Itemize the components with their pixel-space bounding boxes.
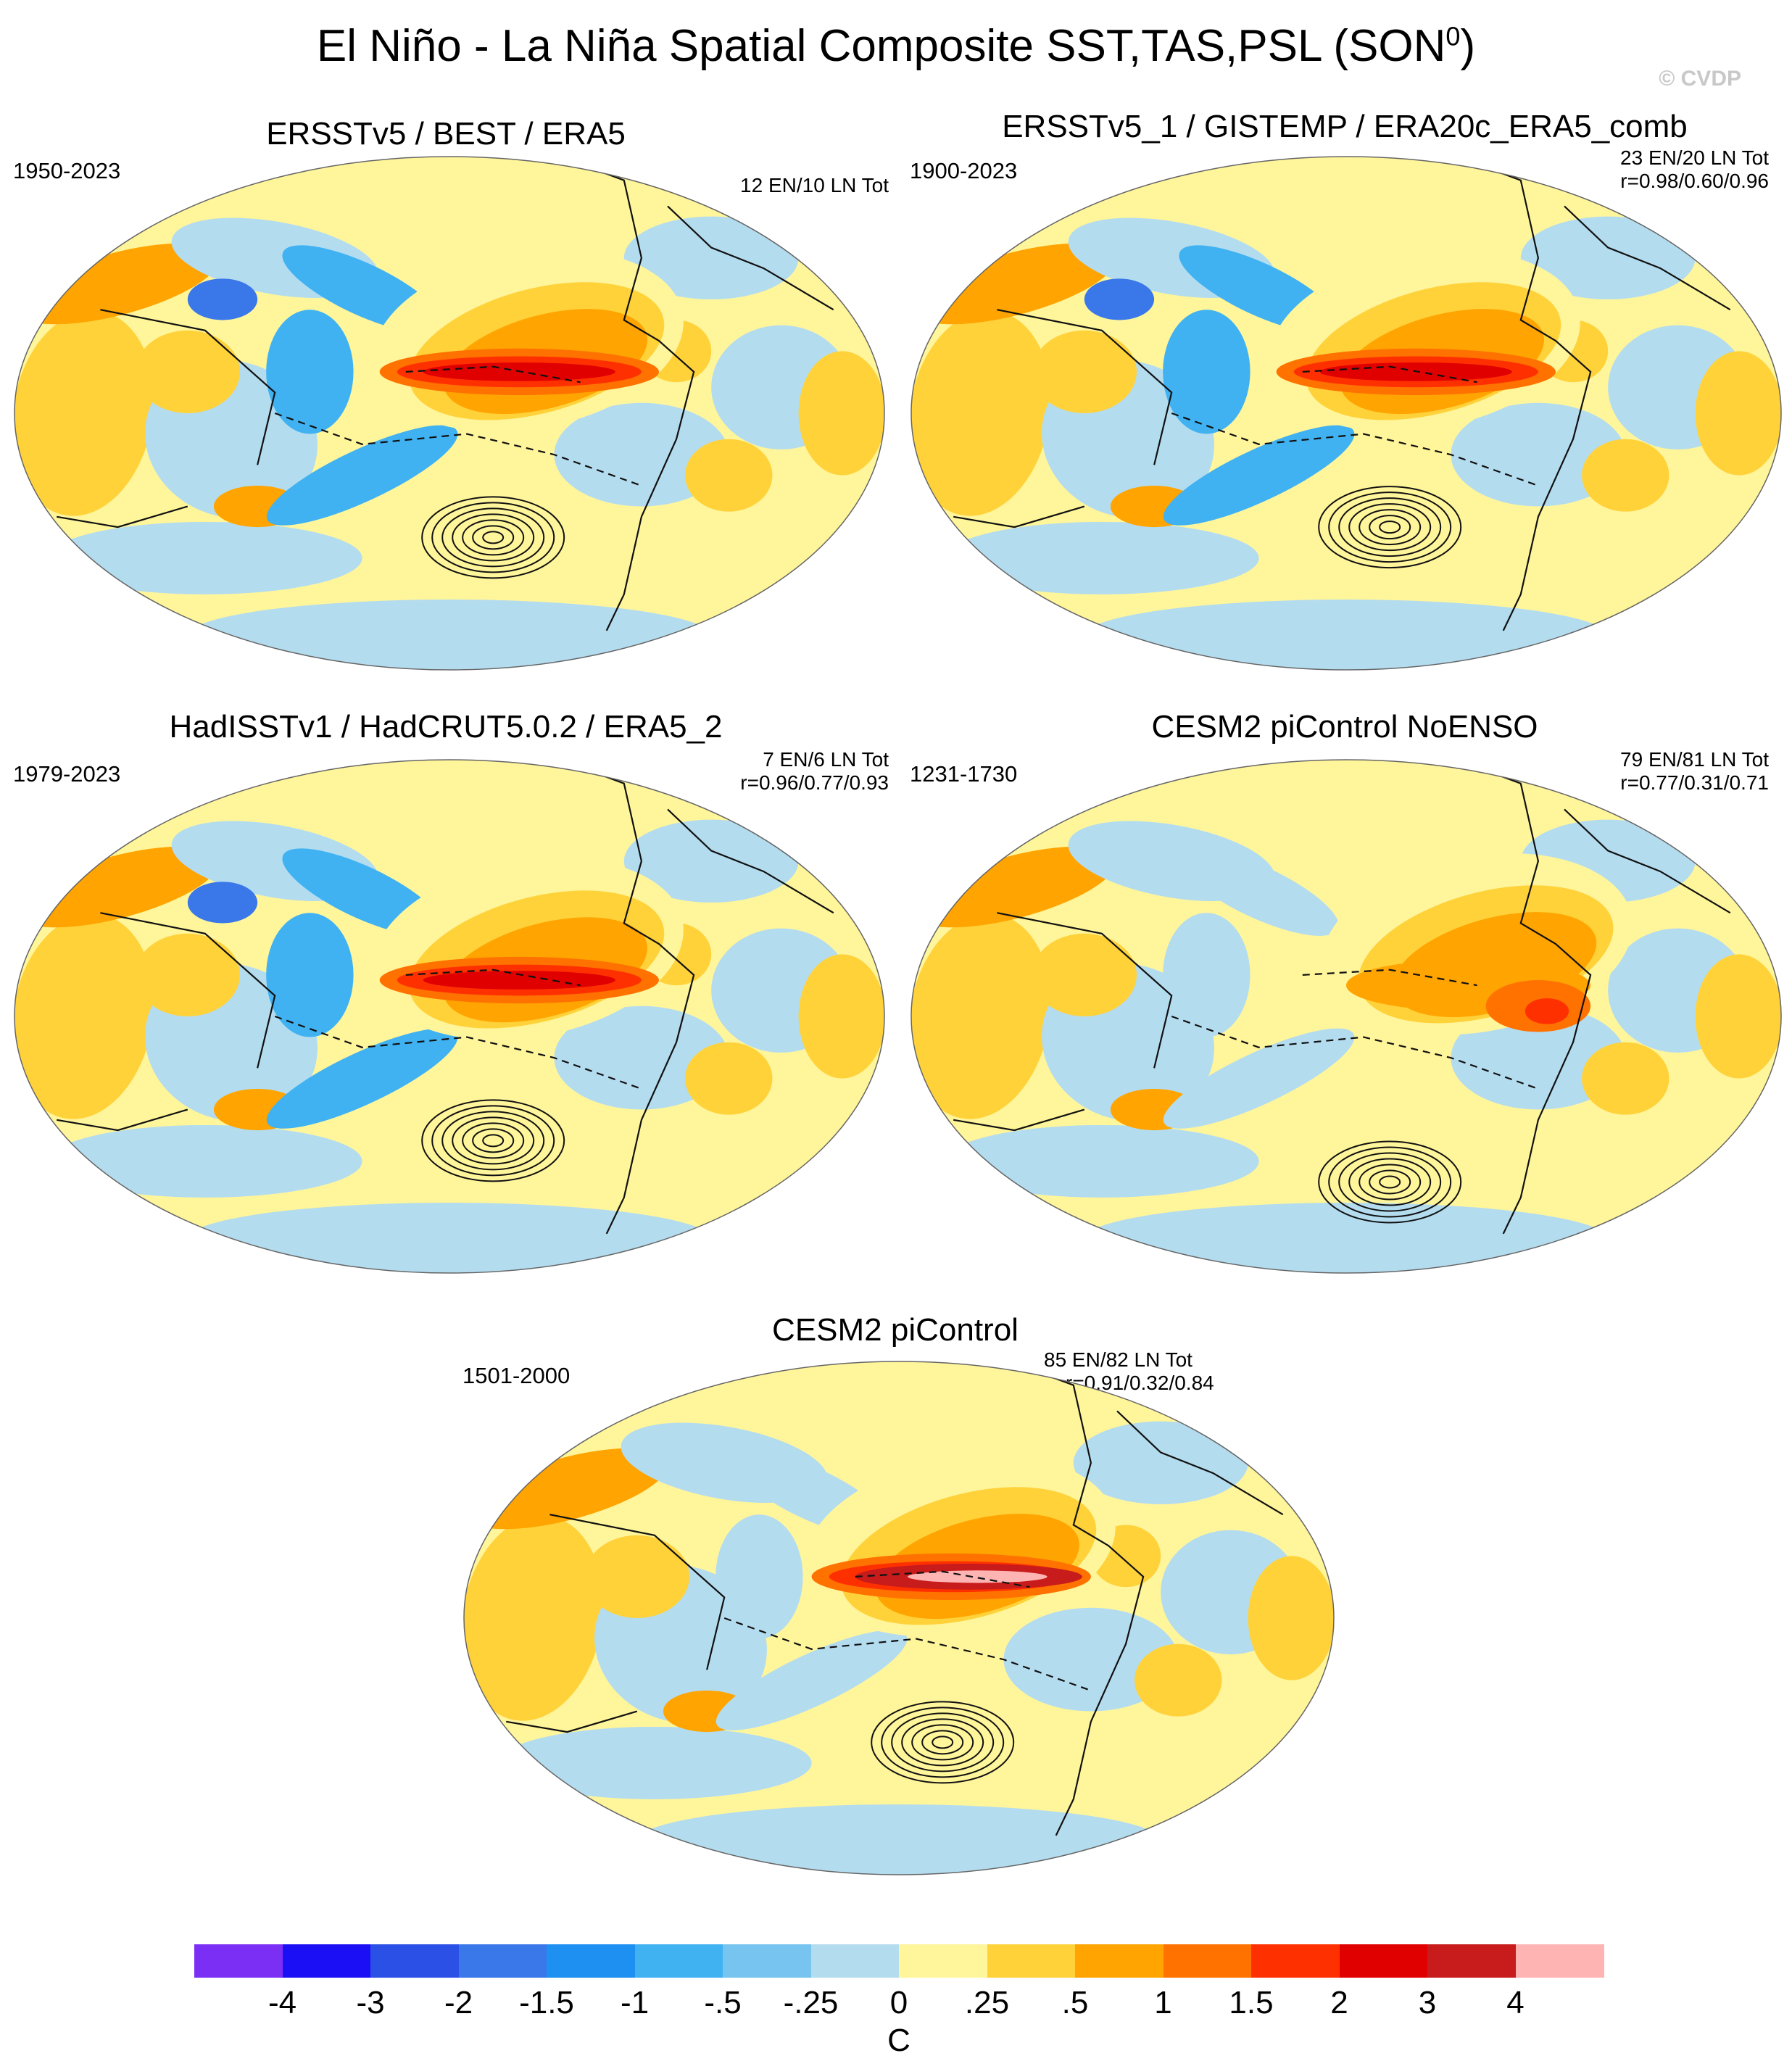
panel-4-title: CESM2 piControl NoENSO (1151, 709, 1538, 745)
colorbar: -4 -3 -2 -1.5 -1 -.5 -.25 0 .25 .5 1 1.5 2 3 4 (194, 1944, 1604, 2053)
colorbar-tick-label: 3 (1418, 1985, 1437, 2020)
panel-5-title: CESM2 piControl (772, 1312, 1019, 1348)
colorbar-tick-label: -1 (620, 1985, 650, 2020)
panel-3-title: HadISSTv1 / HadCRUT5.0.2 / ERA5_2 (169, 709, 723, 745)
colorbar-tick-label: -2 (444, 1985, 473, 2020)
panel-1-counts: 12 EN/10 LN Tot (740, 174, 889, 196)
colorbar-tick-label: 1.5 (1229, 1985, 1274, 2020)
colorbar-swatch (282, 1944, 371, 1978)
panel-4-period: 1231-1730 (910, 761, 1018, 787)
colorbar-swatch (987, 1944, 1076, 1978)
colorbar-swatch (194, 1944, 283, 1978)
colorbar-swatch (1427, 1944, 1516, 1978)
colorbar-swatch (634, 1944, 723, 1978)
colorbar-swatch (810, 1944, 900, 1978)
colorbar-swatch (1075, 1944, 1163, 1978)
colorbar-swatch (899, 1944, 987, 1978)
panel-4-counts: 79 EN/81 LN Tot r=0.77/0.31/0.71 (1620, 748, 1769, 794)
colorbar-swatch (723, 1944, 811, 1978)
colorbar-swatch (1515, 1944, 1604, 1978)
panel-1-title: ERSSTv5 / BEST / ERA5 (266, 116, 626, 152)
panel-3-counts: 7 EN/6 LN Tot r=0.96/0.77/0.93 (740, 748, 889, 794)
colorbar-tick-label: .25 (964, 1985, 1010, 2020)
panel-5-period: 1501-2000 (462, 1363, 571, 1388)
colorbar-tick-label: -.5 (704, 1985, 742, 2020)
colorbar-tick-label: 2 (1330, 1985, 1348, 2020)
colorbar-tick-label: 4 (1506, 1985, 1525, 2020)
colorbar-tick-label: 0 (889, 1985, 908, 2020)
colorbar-swatch (458, 1944, 547, 1978)
colorbar-tick-label: -1.5 (519, 1985, 574, 2020)
colorbar-tick-label: -4 (267, 1985, 297, 2020)
panel-5-map (463, 1361, 1335, 1875)
colorbar-swatch (1339, 1944, 1428, 1978)
panel-4-map (910, 759, 1782, 1274)
panel-1-period: 1950-2023 (13, 158, 121, 183)
colorbar-tick-label: -3 (356, 1985, 385, 2020)
colorbar-swatch (370, 1944, 459, 1978)
main-title: El Niño - La Niña Spatial Composite SST,… (316, 21, 1476, 71)
panel-2-map (910, 156, 1782, 671)
colorbar-tick-label: 1 (1154, 1985, 1172, 2020)
panel-3-period: 1979-2023 (13, 761, 121, 787)
colorbar-tick-label: .5 (1061, 1985, 1089, 2020)
panel-2-period: 1900-2023 (910, 158, 1018, 183)
panel-2-title: ERSSTv5_1 / GISTEMP / ERA20c_ERA5_comb (1002, 109, 1688, 144)
colorbar-swatch (547, 1944, 635, 1978)
panel-1-map (14, 156, 885, 671)
panel-2-counts: 23 EN/20 LN Tot r=0.98/0.60/0.96 (1620, 146, 1769, 192)
colorbar-unit: C (887, 2023, 910, 2058)
colorbar-swatch (1163, 1944, 1252, 1978)
colorbar-tick-label: -.25 (783, 1985, 839, 2020)
panel-3-map (14, 759, 885, 1274)
copyright-watermark: © CVDP (1659, 67, 1741, 91)
colorbar-swatch (1251, 1944, 1340, 1978)
